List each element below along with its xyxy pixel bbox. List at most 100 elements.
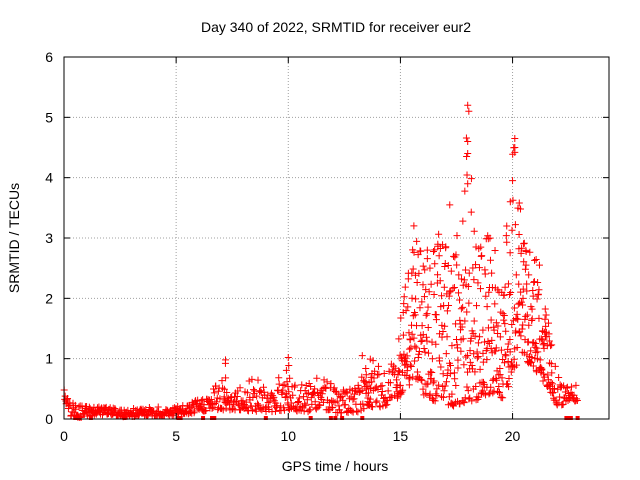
data-point — [526, 248, 534, 256]
data-point — [187, 408, 195, 416]
data-point — [476, 333, 484, 341]
data-point — [513, 361, 521, 369]
data-point — [341, 401, 349, 409]
data-point — [459, 303, 467, 311]
data-point — [492, 319, 500, 327]
data-point — [464, 101, 472, 109]
data-point — [63, 395, 71, 403]
data-point — [494, 322, 502, 330]
data-point — [443, 378, 451, 386]
data-point — [340, 416, 345, 420]
data-point — [538, 366, 546, 374]
data-point — [457, 347, 465, 355]
data-point — [463, 171, 471, 179]
data-point — [535, 261, 543, 269]
data-point — [369, 357, 377, 365]
data-point — [529, 292, 537, 300]
data-point — [439, 370, 447, 378]
data-point — [399, 386, 407, 394]
data-point — [532, 339, 540, 347]
data-point — [77, 416, 82, 420]
data-point — [283, 393, 291, 401]
data-point — [380, 369, 388, 377]
axis-ticks: 0 1 2 3 4 5 6 0 5 10 15 20 — [45, 49, 609, 444]
data-point — [534, 291, 542, 299]
data-point — [333, 397, 341, 405]
data-point — [401, 283, 409, 291]
data-point — [491, 247, 499, 255]
data-point — [478, 252, 486, 260]
data-point — [422, 333, 430, 341]
data-point — [188, 398, 196, 406]
x-axis-label: GPS time / hours — [282, 458, 389, 474]
data-point — [520, 239, 528, 247]
data-point — [374, 362, 382, 370]
y-tick-label: 1 — [45, 351, 53, 367]
data-point — [505, 375, 513, 383]
data-point — [323, 378, 331, 386]
data-point — [474, 279, 482, 287]
data-point — [496, 371, 504, 379]
data-point — [342, 388, 350, 396]
data-point — [408, 269, 416, 277]
data-point — [528, 315, 536, 323]
data-point — [282, 366, 290, 374]
data-point — [470, 317, 478, 325]
data-point — [488, 269, 496, 277]
data-point — [462, 266, 470, 274]
data-point — [443, 372, 451, 380]
data-point — [570, 391, 578, 399]
data-point — [448, 342, 456, 350]
data-point — [474, 339, 482, 347]
data-point — [528, 305, 536, 313]
data-point — [454, 344, 462, 352]
data-point — [545, 319, 553, 327]
data-point — [486, 234, 494, 242]
data-point — [269, 392, 277, 400]
data-point — [423, 255, 431, 263]
data-point — [512, 315, 520, 323]
data-point — [370, 374, 378, 382]
data-point — [405, 375, 413, 383]
data-point — [298, 381, 306, 389]
data-point — [410, 334, 418, 342]
data-point — [555, 373, 563, 381]
data-point — [275, 374, 283, 382]
data-point — [504, 340, 512, 348]
data-point — [420, 293, 428, 301]
data-point — [412, 344, 420, 352]
data-point — [466, 347, 474, 355]
data-point — [502, 327, 510, 335]
data-point — [419, 281, 427, 289]
data-point — [487, 316, 495, 324]
data-point — [366, 395, 374, 403]
data-point — [413, 278, 421, 286]
data-point — [485, 390, 493, 398]
data-point — [410, 222, 418, 230]
data-point — [443, 307, 451, 315]
data-point — [201, 416, 206, 420]
data-point — [354, 408, 362, 416]
data-point — [509, 177, 517, 185]
data-point — [115, 411, 123, 419]
data-point — [207, 396, 215, 404]
data-point — [464, 387, 472, 395]
data-point — [533, 344, 541, 352]
data-point — [517, 298, 525, 306]
data-point — [556, 393, 564, 401]
data-point — [417, 247, 425, 255]
data-point — [236, 384, 244, 392]
data-point — [442, 243, 450, 251]
data-point — [358, 373, 366, 381]
data-point — [485, 288, 493, 296]
data-point — [463, 153, 471, 161]
data-point — [477, 243, 485, 251]
data-point — [313, 374, 321, 382]
data-point — [507, 288, 515, 296]
data-point — [403, 352, 411, 360]
data-point — [343, 389, 351, 397]
data-point — [508, 226, 516, 234]
data-point — [470, 350, 478, 358]
data-point — [303, 390, 311, 398]
data-point — [474, 353, 482, 361]
